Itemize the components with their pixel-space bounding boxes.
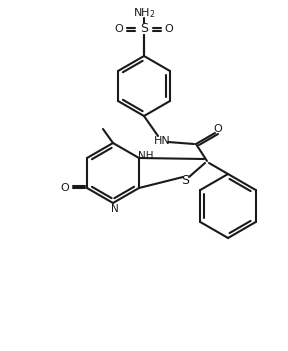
Text: N: N [111,204,119,214]
Text: NH$_2$: NH$_2$ [133,6,155,20]
Text: O: O [214,124,222,134]
Text: HN: HN [154,136,170,146]
Text: O: O [115,24,123,34]
Text: O: O [61,183,69,193]
Text: S: S [140,22,148,35]
Text: S: S [181,174,189,187]
Text: NH: NH [138,151,154,161]
Text: O: O [165,24,173,34]
